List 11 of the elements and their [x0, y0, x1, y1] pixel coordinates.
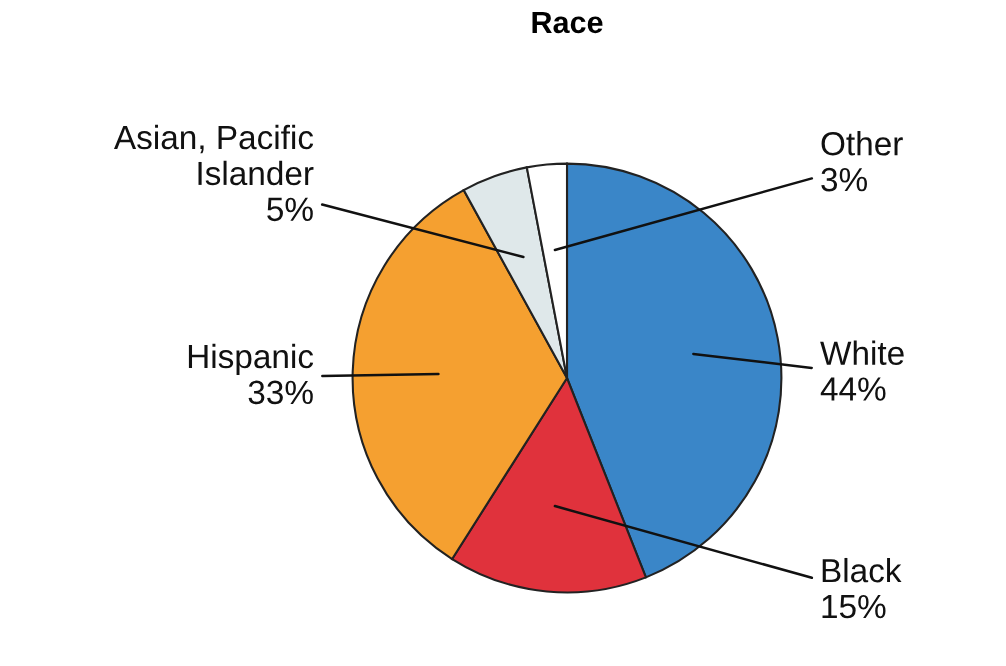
data-label: 3%	[821, 167, 867, 192]
slice-label: Hispanic	[188, 343, 314, 375]
slice-label: Other	[821, 131, 903, 156]
slice-label: White	[820, 340, 904, 365]
chart-title: Race	[532, 11, 603, 34]
data-label: 33%	[248, 380, 313, 405]
slice-label: Asian, Pacific Islander	[114, 124, 314, 186]
data-label: 5%	[267, 197, 313, 222]
slice-label: Black	[822, 557, 902, 583]
data-label: 44%	[820, 377, 886, 401]
data-label: 15%	[822, 594, 886, 619]
